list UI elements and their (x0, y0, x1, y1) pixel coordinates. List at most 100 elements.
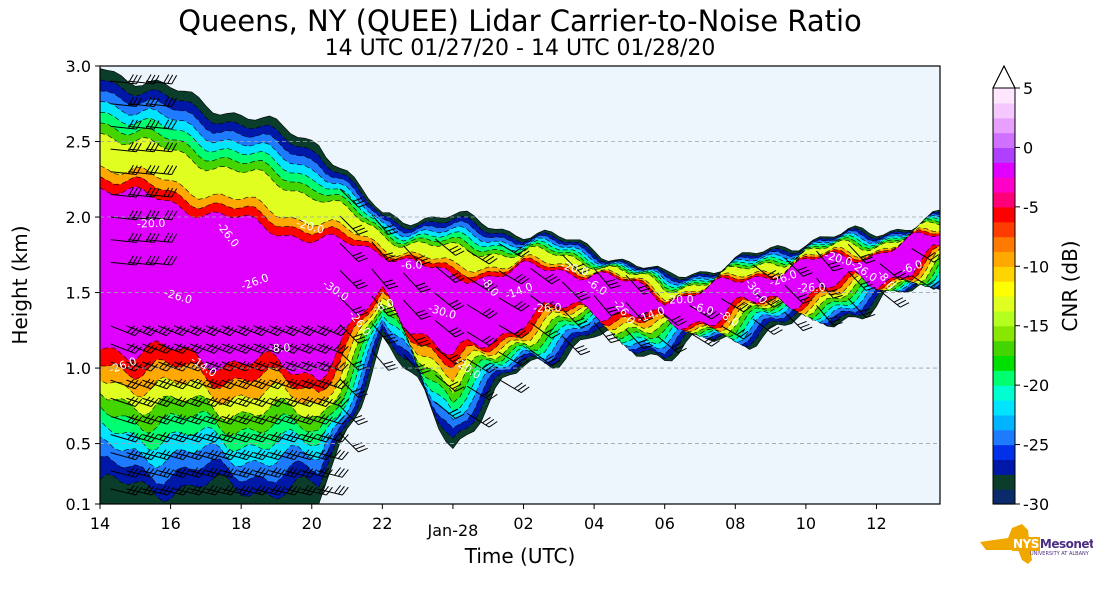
barb-flag (333, 378, 342, 387)
barb-flag (254, 485, 262, 494)
barb-staff (879, 290, 901, 308)
barb-flag (238, 360, 246, 369)
cnr-layer (100, 186, 940, 382)
x-tick-label: 16 (160, 514, 180, 533)
colorbar-segment (993, 88, 1015, 104)
barb-flag (182, 381, 190, 390)
barb-flag (254, 467, 262, 476)
wind-barb (253, 485, 286, 496)
wind-barb (434, 292, 465, 311)
barb-staff (498, 270, 522, 285)
barb-flag (577, 293, 588, 299)
barb-flag (270, 485, 278, 494)
barb-flag (514, 382, 523, 389)
barb-staff (339, 270, 359, 290)
y-axis: 0.1 0.5 1.0 1.5 2.0 2.5 3.0 (66, 57, 100, 514)
barb-flag (860, 280, 870, 286)
barb-flag (355, 417, 365, 423)
wind-barb (253, 396, 286, 407)
barb-flag (415, 336, 426, 342)
barb-flag (352, 360, 363, 366)
barb-flag (273, 326, 282, 335)
barb-staff (253, 452, 279, 461)
barb-staff (434, 347, 456, 365)
barb-flag (294, 486, 302, 496)
barb-staff (205, 325, 231, 337)
barb-staff (301, 434, 327, 443)
barb-staff (205, 488, 232, 496)
barb-staff (784, 284, 804, 304)
wind-barb (189, 378, 222, 390)
barb-staff (158, 470, 184, 478)
wind-barb (221, 396, 254, 407)
wind-barb (784, 257, 813, 277)
barb-staff (530, 267, 552, 285)
barb-flag (289, 379, 298, 388)
barb-staff (816, 250, 834, 272)
barb-staff (847, 271, 867, 291)
barb-flag (580, 269, 591, 274)
wind-barb (110, 467, 143, 478)
barb-flag (213, 346, 222, 354)
wind-barb (816, 305, 843, 326)
barb-flag (548, 330, 558, 337)
colorbar-segment (993, 192, 1015, 208)
wind-barb (434, 265, 465, 284)
barb-flag (238, 485, 246, 494)
barb-flag (166, 381, 175, 390)
barb-flag (178, 326, 187, 335)
barb-flag (452, 302, 462, 308)
barb-flag (242, 362, 250, 371)
barb-flag (162, 344, 171, 353)
barb-staff (110, 415, 136, 425)
barb-flag (355, 363, 365, 368)
barb-staff (158, 452, 184, 461)
wind-barb (142, 467, 175, 478)
barb-flag (305, 379, 314, 388)
barb-flag (358, 447, 368, 453)
chart-title: Queens, NY (QUEE) Lidar Carrier-to-Noise… (178, 4, 862, 38)
barb-staff (285, 434, 311, 443)
barb-flag (334, 485, 341, 494)
barb-staff (128, 171, 155, 175)
barb-flag (254, 360, 262, 369)
barb-staff (530, 322, 552, 339)
barb-flag (210, 485, 218, 495)
barb-flag (415, 364, 426, 369)
colorbar-tick-label: 0 (1023, 138, 1033, 157)
wind-barb (269, 485, 302, 496)
wind-barb (339, 378, 368, 398)
barb-staff (498, 243, 522, 258)
barb-flag (325, 346, 333, 354)
barb-flag (514, 273, 523, 281)
logo-name: Mesonet (1039, 537, 1093, 551)
barb-flag (341, 416, 349, 425)
x-tick-label: Jan-28 (427, 521, 479, 540)
wind-barb (498, 243, 530, 258)
colorbar-segment (993, 162, 1015, 178)
wind-barb (784, 284, 813, 304)
barb-flag (171, 120, 178, 130)
barb-flag (146, 379, 155, 388)
barb-flag (321, 397, 330, 406)
colorbar-segment (993, 325, 1015, 342)
barb-staff (316, 361, 342, 372)
barb-staff (128, 103, 155, 107)
barb-flag (286, 485, 294, 494)
barb-staff (221, 343, 247, 354)
barb-staff (301, 397, 327, 407)
barb-staff (221, 325, 247, 337)
wind-barb (403, 272, 431, 293)
wind-barb (847, 271, 876, 291)
wind-barb (285, 378, 317, 390)
barb-staff (285, 343, 310, 354)
barb-flag (151, 486, 159, 496)
barb-staff (752, 291, 775, 308)
wind-barb (173, 325, 206, 337)
barb-flag (488, 312, 498, 319)
barb-flag (274, 468, 282, 477)
barb-staff (285, 488, 311, 496)
barb-staff (237, 325, 262, 337)
barb-flag (301, 378, 310, 387)
wind-barb (285, 325, 317, 337)
